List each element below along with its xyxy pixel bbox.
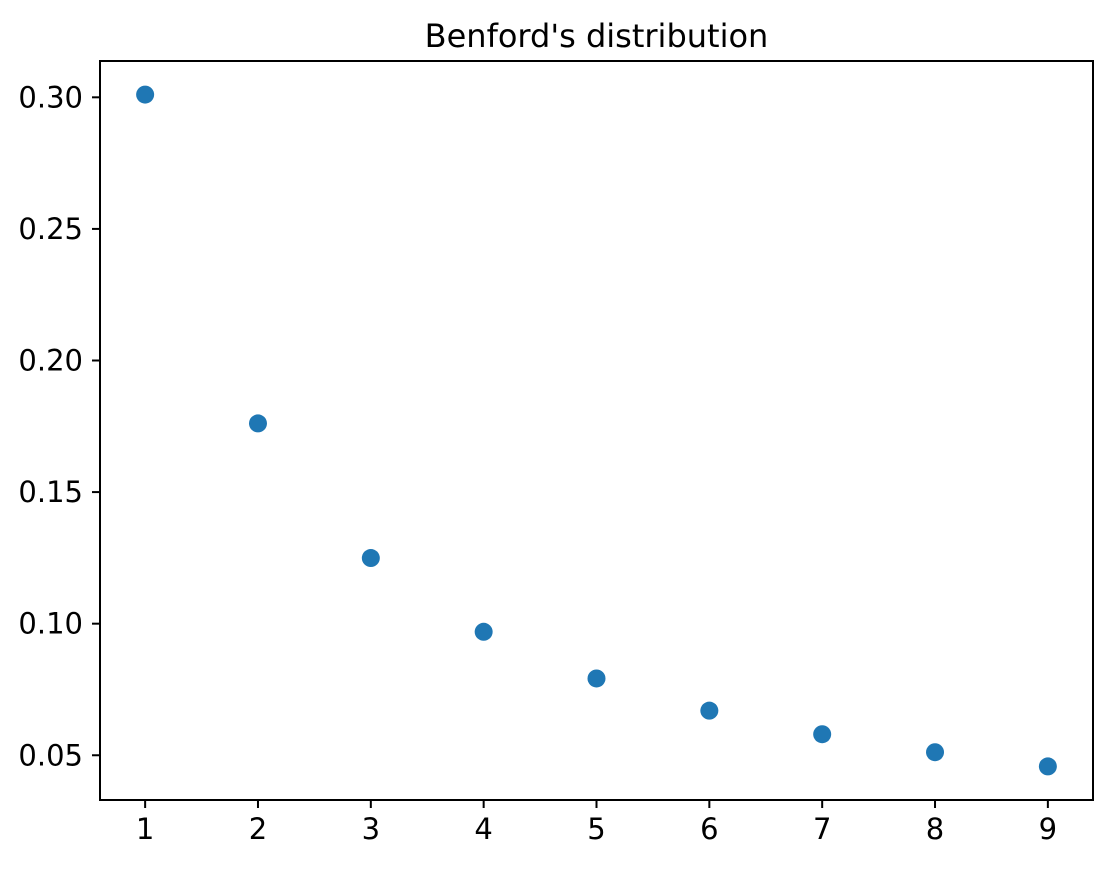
chart-title: Benford's distribution xyxy=(425,17,769,55)
data-point xyxy=(587,669,606,688)
data-point xyxy=(361,549,380,568)
data-point xyxy=(1038,757,1057,776)
x-tick-label: 5 xyxy=(587,812,605,846)
y-tick-label: 0.20 xyxy=(18,343,83,377)
x-tick-label: 1 xyxy=(136,812,154,846)
y-tick-label: 0.30 xyxy=(18,80,83,114)
data-point xyxy=(474,622,493,641)
x-tick-label: 6 xyxy=(700,812,718,846)
x-tick-label: 9 xyxy=(1039,812,1057,846)
y-tick-label: 0.25 xyxy=(18,212,83,246)
y-tick-label: 0.10 xyxy=(18,607,83,641)
data-point xyxy=(248,414,267,433)
x-tick-label: 2 xyxy=(249,812,267,846)
scatter-points-layer xyxy=(136,85,1057,776)
axes-layer: 1 2 3 4 5 6 7 8 9 0.05 0.10 0.15 0.20 0.25 0.30 xyxy=(18,60,1094,846)
axes-frame xyxy=(99,60,1094,801)
data-point xyxy=(926,743,945,762)
data-point xyxy=(700,701,719,720)
y-tick-label: 0.15 xyxy=(18,475,83,509)
x-tick-label: 3 xyxy=(362,812,380,846)
x-tick-label: 4 xyxy=(474,812,492,846)
data-point xyxy=(136,85,155,104)
x-tick-label: 8 xyxy=(926,812,944,846)
x-tick-label: 7 xyxy=(813,812,831,846)
data-point xyxy=(813,725,832,744)
y-tick-label: 0.05 xyxy=(18,738,83,772)
